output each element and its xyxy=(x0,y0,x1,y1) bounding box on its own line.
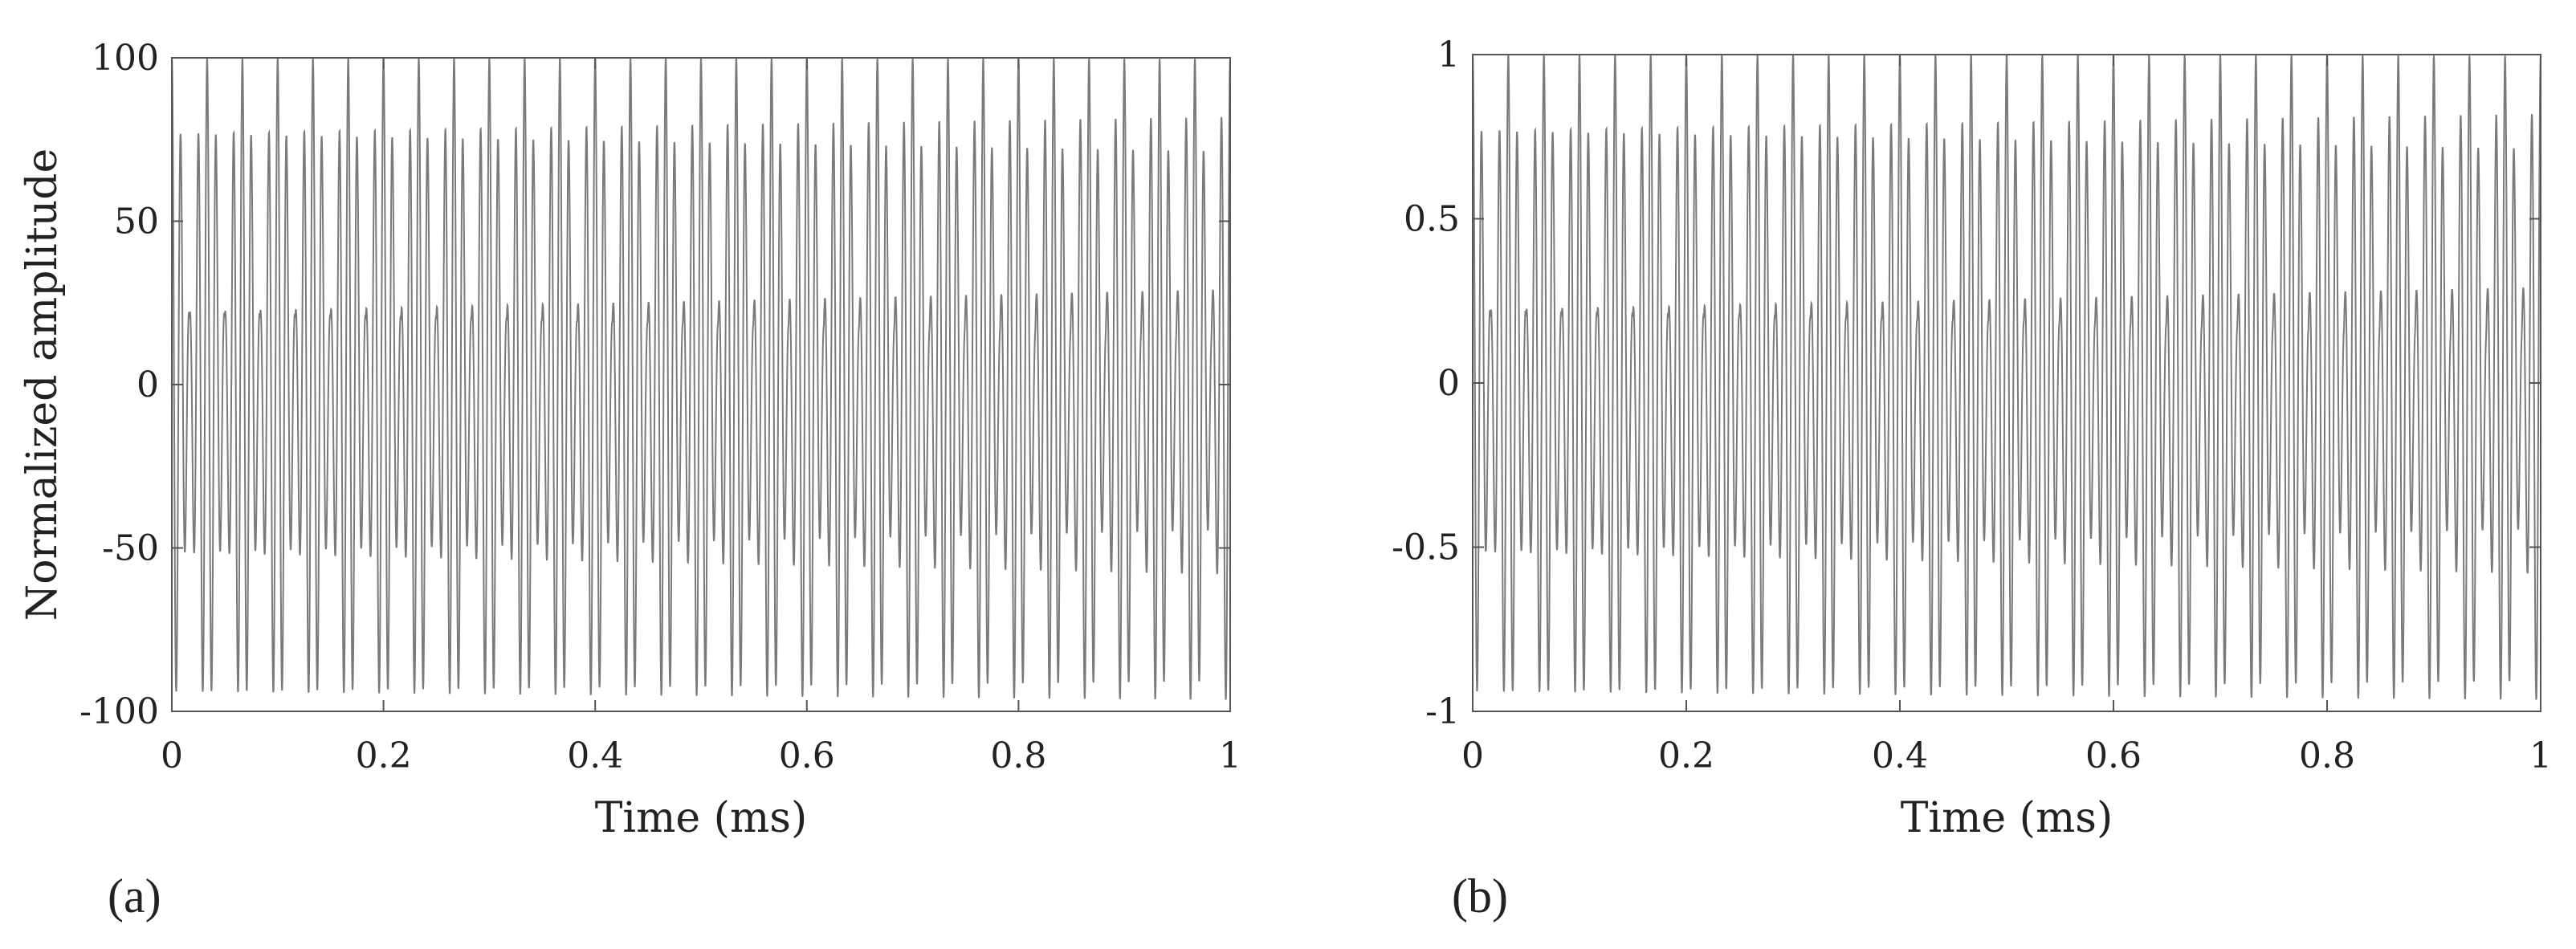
x-tick-label: 0.6 xyxy=(779,735,835,776)
x-tick-label: 0.2 xyxy=(356,735,412,776)
x-tick-label: 1 xyxy=(1219,735,1241,776)
chart-panel-b: 0 0.2 0.4 0.6 0.8 1 -1 -0.5 0 0.5 1 Time (ms) (b) xyxy=(1392,35,2552,923)
y-tick-label: 0.5 xyxy=(1404,199,1460,240)
x-tick-label: 0.4 xyxy=(1872,735,1928,776)
x-tick-label: 0.4 xyxy=(567,735,623,776)
x-axis-label: Time (ms) xyxy=(595,794,808,842)
x-tick-label: 0 xyxy=(1461,735,1484,776)
y-axis-label: Normalized amplitude xyxy=(18,149,67,621)
x-tick-label: 0.2 xyxy=(1658,735,1714,776)
y-tick-label: -1 xyxy=(1425,691,1460,732)
y-tick-label: 50 xyxy=(114,202,159,242)
y-tick-label: 1 xyxy=(1437,35,1460,75)
x-tick-label: 0.8 xyxy=(2299,735,2355,776)
y-tick-label: -50 xyxy=(102,528,159,569)
x-axis-label: Time (ms) xyxy=(1901,794,2113,842)
plot-frame xyxy=(171,57,1231,712)
signal-series-line xyxy=(171,57,1231,700)
y-tick-label: 0 xyxy=(137,365,159,405)
y-tick-label: -100 xyxy=(79,691,159,732)
chart-panel-a: 0 0.2 0.4 0.6 0.8 1 -100 -50 0 50 100 Time (ms) Norm… xyxy=(18,38,1241,923)
x-tick-label: 0.8 xyxy=(990,735,1046,776)
x-tick-label: 0 xyxy=(161,735,183,776)
signal-series-line xyxy=(1472,54,2541,700)
x-tick-label: 0.6 xyxy=(2085,735,2142,776)
y-tick-label: 100 xyxy=(92,38,159,79)
plot-frame xyxy=(1472,54,2541,712)
y-tick-label: -0.5 xyxy=(1392,527,1460,568)
panel-label: (b) xyxy=(1452,870,1508,923)
y-tick-label: 0 xyxy=(1437,363,1460,404)
panel-label: (a) xyxy=(108,870,161,923)
x-tick-label: 1 xyxy=(2529,735,2552,776)
